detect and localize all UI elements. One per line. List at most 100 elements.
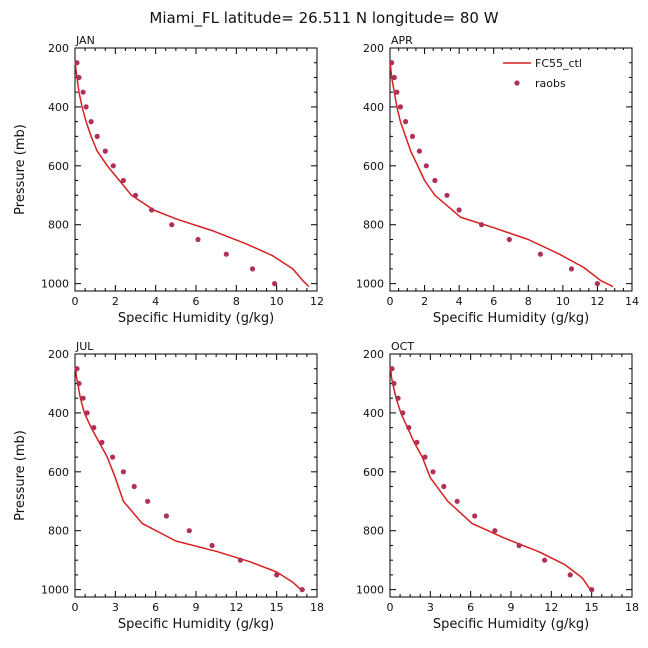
legend-box (497, 50, 627, 96)
raobs-point (76, 380, 82, 387)
series-line-fc55-ctl (389, 368, 591, 591)
y-tick-label: 1000 (41, 278, 69, 291)
figure-title: Miami_FL latitude= 26.511 N longitude= 8… (149, 9, 498, 28)
y-tick-label: 800 (363, 525, 384, 538)
panel-jul: JUL 0 3 6 9 12 15 18 200 400 600 800 1000 Specific Hu… (13, 340, 324, 632)
panel-label: JUL (75, 340, 94, 353)
series-line-fc55-ctl (74, 62, 310, 288)
series-line-fc55-ctl (389, 62, 614, 288)
panel-oct: OCT 0 3 6 9 12 15 18 200 400 600 800 1000 Specific Hu… (356, 340, 639, 632)
raobs-point (444, 192, 450, 198)
raobs-point (389, 366, 395, 372)
raobs-point (88, 119, 94, 125)
raobs-point (403, 119, 409, 125)
raobs-point (542, 557, 548, 563)
raobs-point (506, 236, 512, 243)
x-tick-label: 8 (525, 295, 532, 308)
y-tick-label: 400 (48, 407, 69, 420)
x-tick-label: 12 (544, 601, 558, 614)
raobs-point (472, 513, 478, 519)
raobs-point (74, 60, 80, 66)
y-axis-label: Pressure (mb) (13, 124, 28, 215)
x-tick-label: 14 (625, 295, 639, 308)
x-tick-label: 10 (556, 295, 570, 308)
panel-label: JAN (75, 34, 95, 47)
raobs-point (594, 281, 601, 287)
raobs-point (249, 266, 256, 272)
x-tick-label: 0 (72, 295, 79, 308)
raobs-point (274, 572, 280, 578)
raobs-point (416, 148, 422, 154)
y-tick-label: 1000 (356, 584, 384, 597)
x-tick-label: 2 (421, 295, 428, 308)
raobs-point (516, 542, 522, 549)
y-axis-label: Pressure (mb) (13, 430, 28, 521)
raobs-point (409, 133, 416, 139)
raobs-point (80, 395, 86, 401)
x-tick-label: 4 (152, 295, 159, 308)
y-tick-label: 800 (363, 219, 384, 232)
x-tick-label: 15 (585, 601, 599, 614)
raobs-point (84, 410, 90, 416)
y-tick-label: 800 (48, 525, 69, 538)
y-tick-label: 200 (363, 42, 384, 55)
y-tick-label: 200 (48, 348, 69, 361)
raobs-point (195, 236, 201, 243)
raobs-point (131, 483, 137, 490)
x-tick-label: 6 (152, 601, 159, 614)
raobs-point (80, 89, 86, 95)
raobs-point (74, 366, 80, 372)
x-tick-label: 0 (387, 295, 394, 308)
legend-marker-swatch (514, 80, 520, 86)
raobs-point (400, 410, 406, 416)
legend-label: raobs (535, 77, 566, 90)
x-tick-label: 12 (229, 601, 243, 614)
y-tick-label: 200 (48, 42, 69, 55)
raobs-point (406, 425, 412, 431)
x-tick-label: 0 (387, 601, 394, 614)
raobs-point (145, 498, 151, 504)
y-tick-label: 400 (363, 407, 384, 420)
raobs-point (102, 148, 108, 154)
raobs-point (389, 60, 395, 66)
raobs-point (537, 251, 544, 257)
raobs-point (391, 380, 397, 387)
raobs-point (432, 177, 438, 184)
x-tick-label: 6 (193, 295, 200, 308)
x-tick-label: 9 (508, 601, 515, 614)
raobs-point (479, 222, 485, 228)
x-tick-label: 12 (590, 295, 604, 308)
x-axis-label: Specific Humidity (g/kg) (433, 617, 589, 632)
raobs-point (223, 251, 229, 257)
x-tick-label: 12 (310, 295, 324, 308)
y-tick-label: 600 (363, 160, 384, 173)
x-tick-label: 10 (270, 295, 284, 308)
plot-frame (389, 353, 633, 598)
panel-jan: JAN 0 2 4 6 8 10 12 200 400 600 800 1000 Specific Hum… (13, 34, 324, 326)
raobs-point (83, 104, 89, 110)
x-axis-label: Specific Humidity (g/kg) (118, 311, 274, 326)
y-tick-label: 400 (363, 101, 384, 114)
x-tick-label: 3 (112, 601, 119, 614)
x-tick-label: 6 (490, 295, 497, 308)
x-tick-label: 15 (270, 601, 284, 614)
raobs-point (110, 454, 116, 460)
raobs-point (120, 469, 126, 475)
raobs-point (272, 281, 278, 287)
y-tick-label: 400 (48, 101, 69, 114)
y-tick-label: 800 (48, 219, 69, 232)
raobs-point (454, 498, 460, 504)
x-axis-label: Specific Humidity (g/kg) (433, 311, 589, 326)
x-tick-label: 9 (193, 601, 200, 614)
raobs-point (414, 439, 420, 445)
raobs-point (209, 542, 215, 549)
y-tick-label: 600 (48, 160, 69, 173)
legend-label: FC55_ctl (535, 57, 582, 70)
x-tick-label: 3 (427, 601, 434, 614)
raobs-point (397, 104, 403, 110)
raobs-point (395, 395, 401, 401)
x-tick-label: 18 (310, 601, 324, 614)
raobs-point (76, 74, 82, 81)
raobs-point (169, 222, 175, 228)
